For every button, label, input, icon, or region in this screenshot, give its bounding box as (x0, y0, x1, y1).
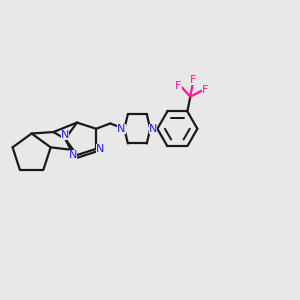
Text: N: N (117, 124, 126, 134)
Text: N: N (96, 144, 104, 154)
Text: N: N (61, 130, 69, 140)
Text: F: F (202, 85, 208, 95)
Text: N: N (69, 150, 77, 160)
Text: F: F (176, 81, 182, 92)
Text: F: F (190, 75, 196, 85)
Text: N: N (149, 124, 158, 134)
